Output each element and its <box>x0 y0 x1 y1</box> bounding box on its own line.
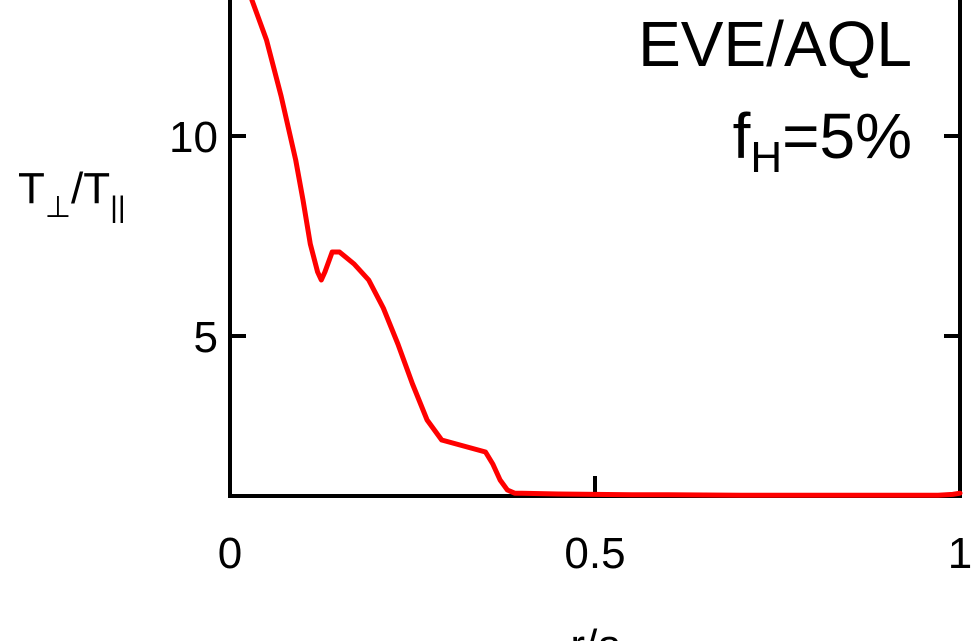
y-title-t1: T <box>18 164 45 213</box>
y-tick-label-1: 10 <box>169 113 218 162</box>
annotation-f: f <box>733 100 751 172</box>
ticks <box>228 134 962 496</box>
annotation-value: =5% <box>782 100 912 172</box>
x-tick-label-0: 0 <box>218 529 242 578</box>
y-title-sub1: ⊥ <box>45 191 71 224</box>
annotation-label: EVE/AQL <box>638 8 912 80</box>
tick-labels: 5 10 0 0.5 1 <box>169 113 972 578</box>
y-axis-title: T⊥/T|| <box>18 164 126 224</box>
annotation-fraction: fH=5% <box>733 100 912 182</box>
series-line-0 <box>249 0 963 498</box>
series-layer <box>249 0 963 498</box>
x-tick-label-2: 1 <box>948 529 972 578</box>
y-title-sep: /T <box>71 164 110 213</box>
annotation-subscript: H <box>750 133 782 182</box>
x-axis-title: r/a <box>570 621 622 641</box>
y-title-sub2: || <box>110 191 126 224</box>
y-tick-label-0: 5 <box>194 313 218 362</box>
x-tick-label-1: 0.5 <box>564 529 625 578</box>
